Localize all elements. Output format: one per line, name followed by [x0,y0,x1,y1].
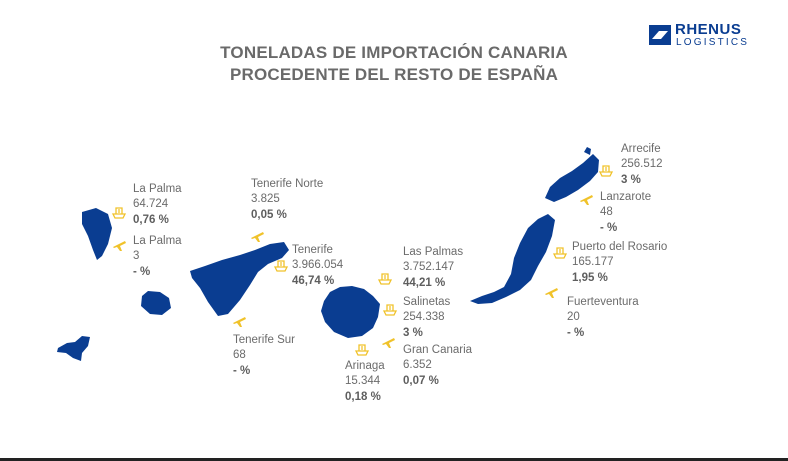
port-icon [377,273,393,285]
port-name: Tenerife Norte [251,178,324,190]
island-fuerteventura [470,214,555,304]
port-percent: 46,74 % [292,274,335,287]
port-name: Las Palmas [403,246,464,258]
title-line-2: PROCEDENTE DEL RESTO DE ESPAÑA [229,65,559,84]
label-arrecife: Arrecife 256.512 3 % [621,142,663,188]
port-name: Tenerife Sur [233,334,296,346]
port-name: Salinetas [403,296,451,308]
title-line-1: TONELADAS DE IMPORTACIÓN CANARIA [220,43,568,62]
label-tenerife-sur: Tenerife Sur 68 - % [233,333,295,379]
rhenus-logo: RHENUS LOGISTICS [649,22,769,48]
port-percent: - % [600,221,618,234]
island-la-graciosa [584,147,591,155]
port-name: La Palma [133,235,182,247]
port-value: 3.752.147 [403,261,455,274]
port-value: 64.724 [133,198,169,211]
island-el-hierro [57,336,90,361]
port-name: Tenerife [292,244,333,256]
port-percent: 0,05 % [251,208,287,221]
port-value: 15.344 [345,375,381,388]
port-percent: 1,95 % [572,271,608,284]
bottom-border [0,458,788,461]
label-las-palmas: Las Palmas 3.752.147 44,21 % [403,245,463,291]
port-name: Gran Canaria [403,344,473,356]
port-icon [598,165,614,177]
port-name: La Palma [133,183,182,195]
port-percent: - % [567,326,585,339]
port-percent: 0,76 % [133,213,169,226]
airplane-icon [382,338,395,348]
island-lanzarote [545,154,599,202]
port-name: Fuerteventura [567,296,639,308]
port-name: Lanzarote [600,191,652,203]
map-title: TONELADAS DE IMPORTACIÓN CANARIA PROCEDE… [0,42,788,86]
port-value: 48 [600,206,613,219]
label-tenerife-port: Tenerife 3.966.054 46,74 % [292,243,343,289]
logo-text-rhenus: RHENUS [675,21,742,38]
port-value: 254.338 [403,311,445,324]
airplane-icon [580,195,593,205]
port-percent: 44,21 % [403,276,446,289]
island-la-palma [82,208,112,260]
port-percent: 3 % [621,173,641,186]
port-value: 165.177 [572,256,614,269]
port-percent: - % [133,265,151,278]
port-percent: 0,18 % [345,390,381,403]
airplane-icon [545,288,558,298]
label-lanzarote-air: Lanzarote 48 - % [600,190,651,236]
airplane-icon [251,232,264,242]
port-value: 3.825 [251,193,280,206]
port-value: 3 [133,250,140,263]
airplane-icon [233,317,246,327]
label-gran-canaria-air: Gran Canaria 6.352 0,07 % [403,343,472,389]
port-value: 256.512 [621,158,663,171]
port-percent: 3 % [403,326,423,339]
port-value: 6.352 [403,359,432,372]
port-percent: - % [233,364,251,377]
port-icon [111,207,127,219]
island-tenerife [190,242,289,316]
logo-mark-icon [649,25,671,45]
label-tenerife-norte: Tenerife Norte 3.825 0,05 % [251,177,323,223]
label-puerto-del-rosario: Puerto del Rosario 165.177 1,95 % [572,240,667,286]
label-arinaga: Arinaga 15.344 0,18 % [345,359,385,405]
port-value: 68 [233,349,246,362]
port-name: Arinaga [345,360,385,372]
port-name: Puerto del Rosario [572,241,668,253]
label-la-palma-port: La Palma 64.724 0,76 % [133,182,182,228]
port-icon [273,260,289,272]
label-salinetas: Salinetas 254.338 3 % [403,295,450,341]
airplane-icon [113,241,126,251]
port-percent: 0,07 % [403,374,439,387]
port-name: Arrecife [621,143,661,155]
label-la-palma-air: La Palma 3 - % [133,234,182,280]
island-gran-canaria [321,286,380,338]
island-la-gomera [141,291,171,315]
port-value: 3.966.054 [292,259,344,272]
label-fuerteventura-air: Fuerteventura 20 - % [567,295,639,341]
port-icon [354,344,370,356]
port-value: 20 [567,311,580,324]
logo-text-logistics: LOGISTICS [676,37,750,48]
port-icon [552,247,568,259]
port-icon [382,304,398,316]
